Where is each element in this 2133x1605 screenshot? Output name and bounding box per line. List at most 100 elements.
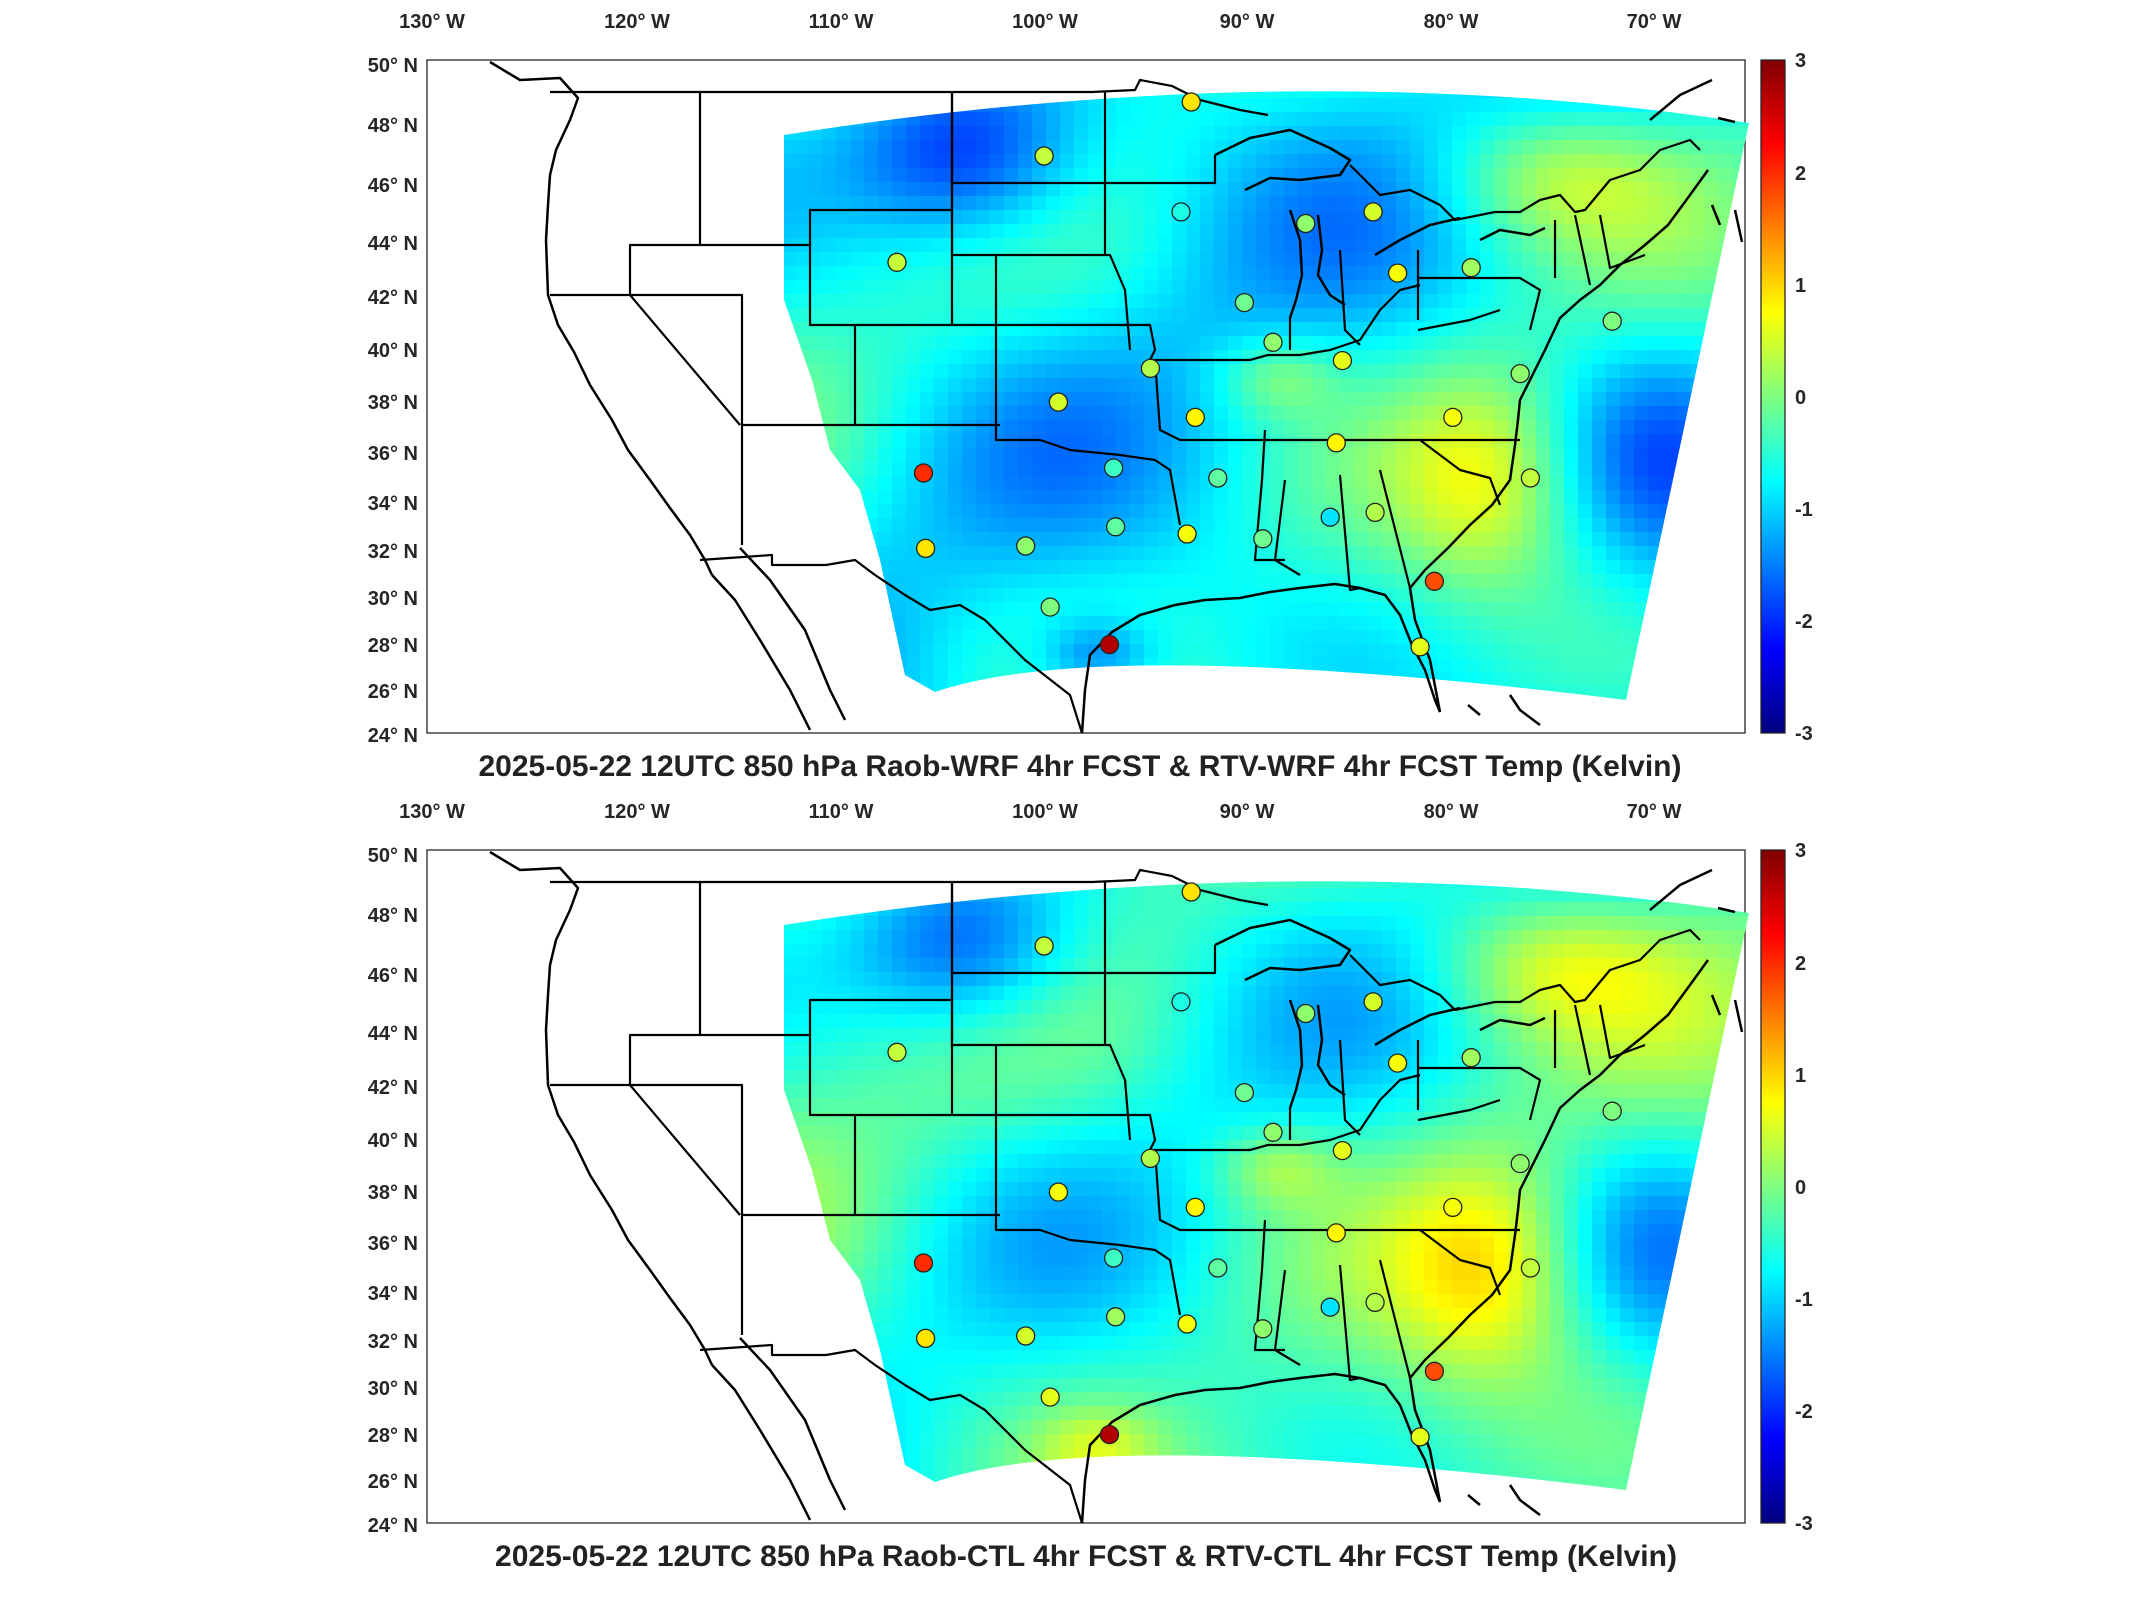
heat-cell bbox=[990, 238, 1005, 253]
heat-cell bbox=[1032, 364, 1047, 379]
heat-cell bbox=[1158, 1028, 1173, 1043]
heat-cell bbox=[948, 560, 963, 575]
atlantic-coast bbox=[1408, 169, 1710, 713]
heat-cell bbox=[1396, 588, 1411, 603]
heat-cell bbox=[1144, 958, 1159, 973]
heat-cell bbox=[892, 1350, 907, 1365]
heat-cell bbox=[1340, 588, 1355, 603]
heat-cell bbox=[864, 1014, 879, 1029]
heat-cell bbox=[990, 1028, 1005, 1043]
heat-cell bbox=[822, 378, 837, 393]
heat-cell bbox=[1452, 644, 1467, 659]
heat-cell bbox=[1130, 1322, 1145, 1337]
heat-cell bbox=[1424, 98, 1439, 113]
heat-cell bbox=[1480, 168, 1495, 183]
heat-cell bbox=[864, 504, 879, 519]
heat-cell bbox=[934, 140, 949, 155]
heat-cell bbox=[1018, 462, 1033, 477]
heat-cell bbox=[864, 224, 879, 239]
heat-cell bbox=[878, 1126, 893, 1141]
heat-cell bbox=[1508, 560, 1523, 575]
heat-cell bbox=[1018, 1252, 1033, 1267]
heat-cell bbox=[1606, 560, 1621, 575]
heat-cell bbox=[1606, 448, 1621, 463]
heat-cell bbox=[808, 140, 823, 155]
heat-cell bbox=[1354, 252, 1369, 267]
heat-cell bbox=[1620, 406, 1635, 421]
heat-cell bbox=[1242, 958, 1257, 973]
heat-cell bbox=[1018, 294, 1033, 309]
heat-cell bbox=[1676, 378, 1691, 393]
heat-cell bbox=[1284, 238, 1299, 253]
heat-cell bbox=[784, 1224, 795, 1239]
heat-cell bbox=[808, 490, 823, 505]
heat-cell bbox=[794, 672, 809, 687]
heat-cell bbox=[1046, 1098, 1061, 1113]
heat-cell bbox=[920, 958, 935, 973]
heat-cell bbox=[878, 406, 893, 421]
heat-cell bbox=[976, 1210, 991, 1225]
raob-station-marker bbox=[887, 252, 907, 272]
heat-cell bbox=[1438, 560, 1453, 575]
heat-cell bbox=[920, 1238, 935, 1253]
heat-cell bbox=[990, 336, 1005, 351]
heat-cell bbox=[1200, 1476, 1215, 1490]
heat-cell bbox=[1200, 280, 1215, 295]
heat-cell bbox=[1158, 1462, 1173, 1477]
heat-cell bbox=[1452, 364, 1467, 379]
heat-cell bbox=[1634, 238, 1649, 253]
heat-cell bbox=[1144, 532, 1159, 547]
heat-cell bbox=[1452, 322, 1467, 337]
heat-cell bbox=[892, 168, 907, 183]
heat-cell bbox=[1214, 1126, 1229, 1141]
heat-cell bbox=[1718, 70, 1733, 85]
heat-cell bbox=[934, 1294, 949, 1309]
heat-cell bbox=[1746, 434, 1749, 449]
heat-cell bbox=[934, 1084, 949, 1099]
heat-cell bbox=[784, 1070, 795, 1085]
heat-cell bbox=[1718, 616, 1733, 631]
heat-cell bbox=[1256, 1000, 1271, 1015]
heat-cell bbox=[1592, 392, 1607, 407]
heat-cell bbox=[794, 1224, 809, 1239]
heat-cell bbox=[1564, 686, 1579, 700]
heat-cell bbox=[1578, 700, 1593, 715]
heat-cell bbox=[1158, 448, 1173, 463]
heat-cell bbox=[1228, 1350, 1243, 1365]
heat-cell bbox=[1158, 196, 1173, 211]
heat-cell bbox=[850, 958, 865, 973]
heat-cell bbox=[1480, 420, 1495, 435]
heat-cell bbox=[1172, 266, 1187, 281]
heat-cell bbox=[906, 1490, 921, 1505]
top-coastlines bbox=[489, 60, 1744, 734]
heat-cell bbox=[1298, 308, 1313, 323]
heat-cell bbox=[1592, 588, 1607, 603]
heat-cell bbox=[1676, 518, 1691, 533]
heat-cell bbox=[920, 434, 935, 449]
heat-cell bbox=[850, 364, 865, 379]
heat-cell bbox=[808, 1280, 823, 1295]
heat-cell bbox=[1060, 378, 1075, 393]
heat-cell bbox=[1466, 532, 1481, 547]
heat-cell bbox=[1046, 1420, 1061, 1435]
heat-cell bbox=[1270, 602, 1285, 617]
heat-cell bbox=[976, 860, 991, 875]
heat-cell bbox=[1158, 1476, 1173, 1490]
heat-cell bbox=[1060, 1350, 1075, 1365]
heat-cell bbox=[794, 902, 809, 917]
heat-cell bbox=[934, 560, 949, 575]
heat-cell bbox=[836, 1448, 851, 1463]
heat-cell bbox=[822, 630, 837, 645]
heat-cell bbox=[934, 196, 949, 211]
heat-cell bbox=[1200, 1364, 1215, 1379]
heat-cell bbox=[1158, 1098, 1173, 1113]
heat-cell bbox=[1410, 196, 1425, 211]
heat-cell bbox=[1410, 350, 1425, 365]
heat-cell bbox=[1354, 238, 1369, 253]
lat-label-48n: 48° N bbox=[368, 115, 418, 137]
heat-cell bbox=[808, 1252, 823, 1267]
heat-cell bbox=[1116, 182, 1131, 197]
heat-cell bbox=[1144, 392, 1159, 407]
heat-cell bbox=[1060, 1434, 1075, 1449]
heat-cell bbox=[948, 1126, 963, 1141]
